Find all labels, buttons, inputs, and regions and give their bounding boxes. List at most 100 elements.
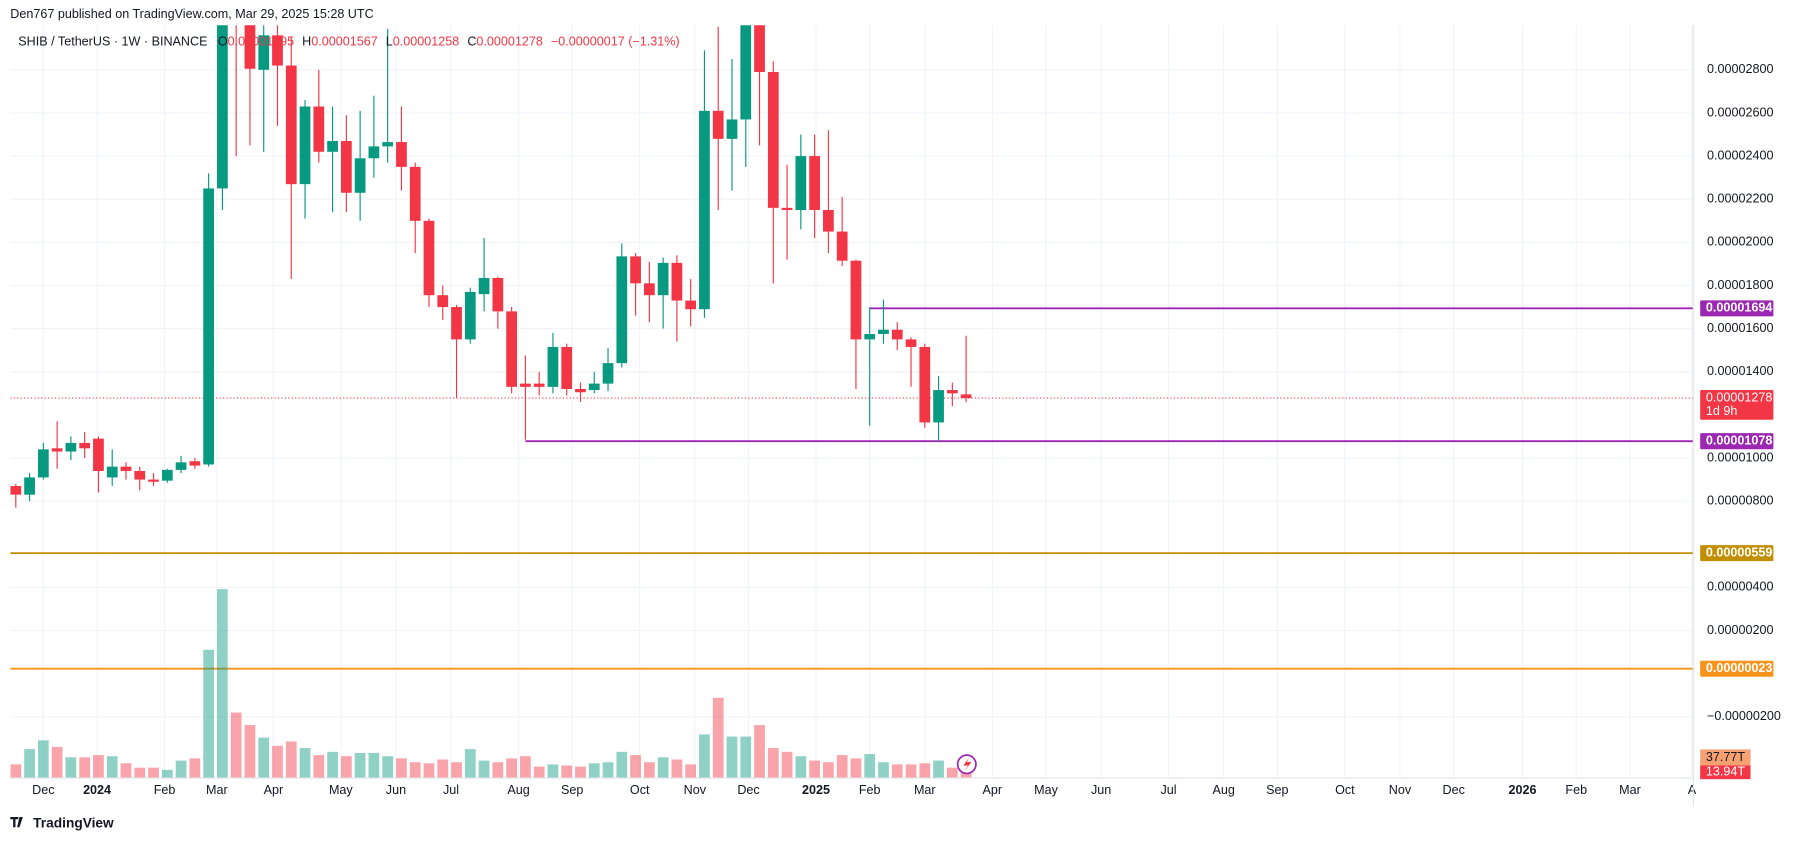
level-label: 0.00000559: [1706, 545, 1772, 559]
y-tick-label: 0.00001600: [1707, 321, 1773, 335]
candle-body: [767, 71, 779, 208]
volume-bar: [93, 755, 104, 779]
candle-body: [423, 220, 435, 296]
x-tick-label: Jul: [443, 783, 459, 797]
candle-body: [616, 256, 628, 364]
volume-pane: [10, 589, 972, 779]
candle-body: [37, 449, 49, 478]
candle-body: [272, 35, 283, 66]
candle-body: [492, 277, 504, 312]
candle-body: [409, 166, 421, 221]
volume-bar: [396, 758, 407, 779]
volume-bar: [809, 760, 820, 779]
candle-body: [354, 158, 366, 193]
volume-bar: [602, 762, 614, 779]
candle-body: [520, 383, 531, 387]
volume-bar: [630, 755, 641, 779]
candle-body: [396, 142, 407, 167]
candle-body: [533, 383, 545, 387]
legend-key: H: [302, 35, 311, 49]
y-tick-label: 0.00000200: [1707, 623, 1773, 637]
candle-body: [437, 295, 449, 308]
y-tick-label: 0.00001400: [1707, 364, 1773, 378]
candle-body: [478, 277, 490, 295]
candle-body: [464, 291, 476, 340]
candle-body: [244, 25, 256, 69]
volume-bar: [451, 762, 462, 779]
x-tick-label: May: [329, 783, 353, 797]
volume-bar: [712, 697, 724, 779]
volume-ma-label: 37.77T: [1706, 750, 1745, 764]
last-price-label: 0.00001278: [1706, 390, 1772, 404]
volume-bar: [106, 756, 118, 779]
candle-body: [575, 389, 586, 393]
level-label-box: [1700, 300, 1774, 317]
candle-body: [754, 25, 765, 72]
volume-bar: [368, 752, 380, 779]
candle-body: [919, 346, 931, 423]
y-tick-label: 0.00002000: [1707, 235, 1773, 249]
volume-bar: [575, 766, 586, 779]
candle-body: [864, 334, 876, 340]
volume-bar: [478, 760, 490, 779]
x-tick-label: Oct: [1335, 783, 1355, 797]
volume-bar: [313, 755, 325, 779]
volume-bar: [699, 734, 710, 779]
candle-body: [630, 256, 641, 284]
symbol: SHIB / TetherUS · 1W · BINANCE: [18, 35, 207, 49]
volume-bar: [285, 741, 297, 779]
candle-body: [120, 466, 132, 471]
countdown: 1d 9h: [1706, 404, 1737, 418]
y-tick-label: 0.00002800: [1707, 62, 1773, 76]
volume-bar: [850, 758, 862, 779]
candle-body: [685, 300, 697, 310]
level-label: 0.00001694: [1706, 301, 1772, 315]
x-tick-label: Dec: [1442, 783, 1464, 797]
candle-body: [285, 65, 297, 185]
volume-bar: [781, 751, 793, 779]
candle-body: [823, 210, 834, 232]
x-tick-label: Sep: [1266, 783, 1288, 797]
volume-bar: [946, 767, 958, 779]
legend: SHIB / TetherUS · 1W · BINANCE O0.000012…: [18, 35, 679, 49]
candle-body: [93, 438, 104, 471]
volume-bar: [657, 757, 669, 779]
volume-bar: [836, 755, 848, 779]
x-tick-label: Mar: [914, 783, 936, 797]
candle-body: [258, 35, 270, 70]
volume-bar: [340, 756, 352, 779]
volume-bar: [754, 725, 765, 779]
x-tick-label: Jun: [386, 783, 406, 797]
volume-bar: [217, 589, 228, 779]
level-label-box: [1700, 660, 1774, 677]
candle-body: [368, 146, 380, 159]
volume-bar: [464, 749, 476, 779]
x-tick-label: Nov: [1389, 783, 1412, 797]
candle-body: [382, 142, 394, 147]
replay-icon[interactable]: [956, 754, 977, 775]
y-tick-label: 0.00002600: [1707, 105, 1773, 119]
volume-bar: [795, 756, 807, 779]
y-tick-label: 0.00002400: [1707, 148, 1773, 162]
volume-bar: [891, 764, 903, 779]
x-tick-label: May: [1034, 783, 1058, 797]
candle-body: [933, 390, 944, 423]
y-tick-label: 0.00001000: [1707, 450, 1773, 464]
volume-bar: [354, 752, 366, 779]
last-price-box: [1700, 390, 1774, 420]
x-tick-label: Dec: [32, 783, 54, 797]
candle-body: [340, 141, 352, 193]
volume-bar: [643, 762, 655, 779]
candle-body: [740, 25, 752, 120]
x-tick-label: Feb: [859, 783, 881, 797]
candle-body: [327, 141, 338, 152]
volume-bar: [919, 763, 931, 779]
volume-bar: [382, 756, 394, 779]
candle-body: [175, 462, 187, 470]
volume-bar: [671, 759, 683, 779]
y-tick-label: −0.00000200: [1707, 709, 1781, 723]
volume-bar: [244, 725, 256, 779]
volume-bar: [864, 754, 876, 779]
